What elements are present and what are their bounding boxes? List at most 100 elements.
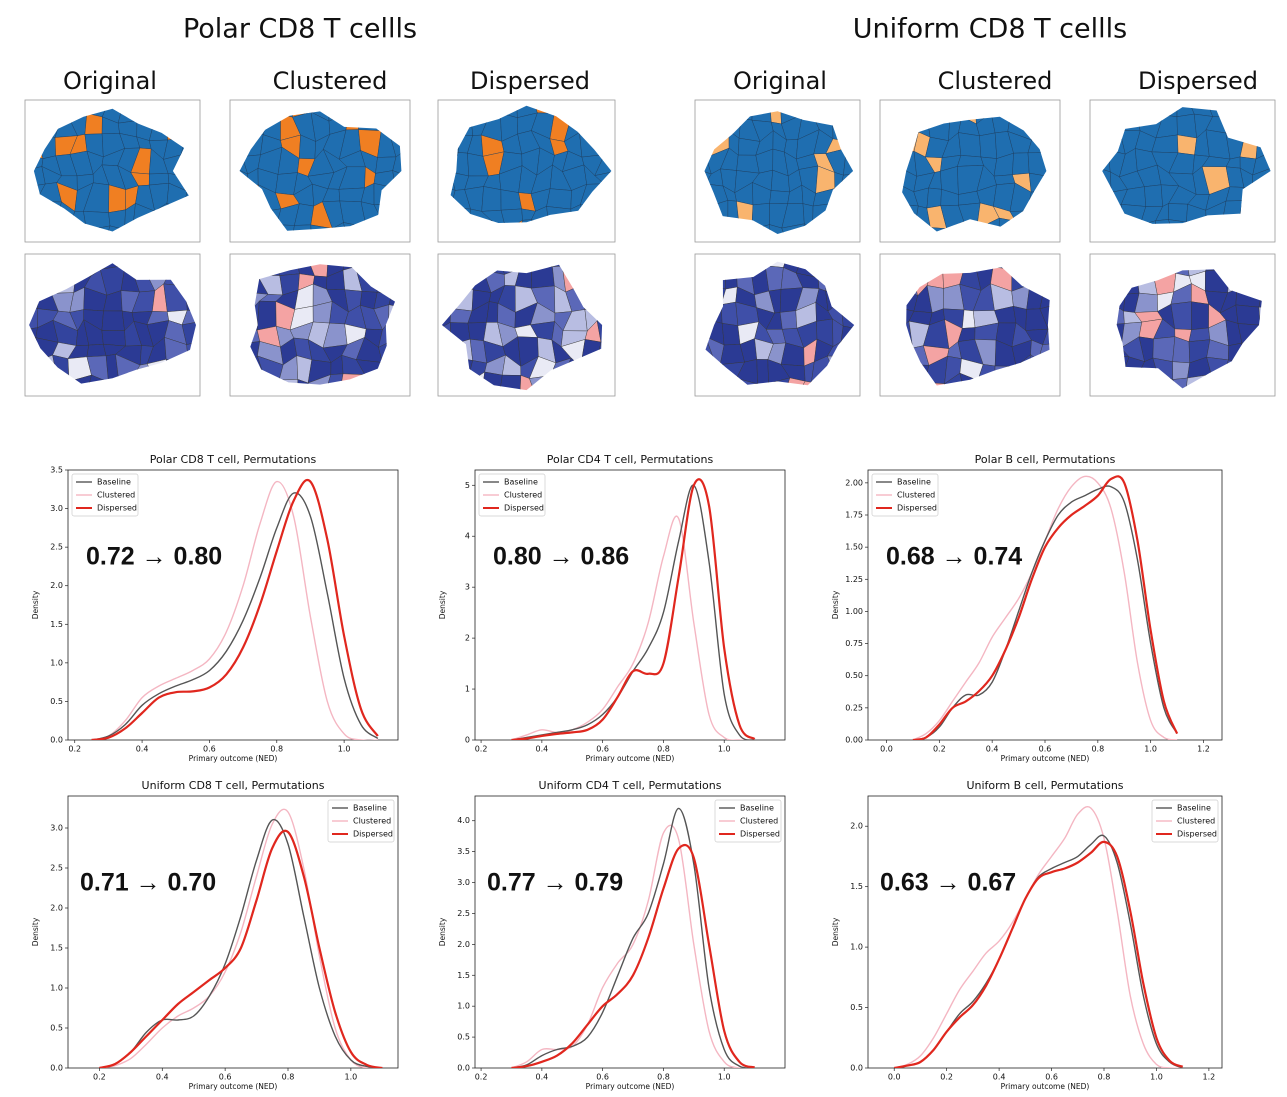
- y-tick-label: 1.5: [457, 971, 470, 980]
- map-cell: [796, 380, 812, 386]
- legend-label: Baseline: [504, 478, 538, 487]
- y-tick-label: 3.0: [457, 878, 470, 887]
- chart-title: Polar B cell, Permutations: [975, 453, 1116, 466]
- column-title: Clustered: [938, 67, 1053, 95]
- chart-title: Polar CD4 T cell, Permutations: [547, 453, 714, 466]
- y-tick-label: 3.5: [457, 847, 470, 856]
- y-tick-label: 3: [465, 583, 470, 592]
- y-tick-label: 2.5: [50, 543, 63, 552]
- map-cell: [1168, 219, 1187, 224]
- y-axis-label: Density: [438, 590, 447, 619]
- y-axis-label: Density: [831, 917, 840, 946]
- y-tick-label: 2.0: [50, 581, 63, 590]
- x-tick-label: 0.2: [68, 745, 81, 754]
- x-axis-label: Primary outcome (NED): [586, 1082, 675, 1091]
- legend-label: Baseline: [97, 478, 131, 487]
- y-tick-label: 1.5: [850, 882, 863, 891]
- column-title: Clustered: [273, 67, 388, 95]
- density-line: [99, 808, 383, 1068]
- legend-label: Dispersed: [97, 504, 137, 513]
- density-line: [99, 829, 383, 1068]
- map-cell: [1172, 361, 1190, 380]
- y-tick-label: 1.00: [845, 607, 863, 616]
- y-tick-label: 0.5: [50, 1024, 63, 1033]
- y-tick-label: 2.00: [845, 478, 863, 487]
- y-tick-label: 0.0: [850, 1064, 863, 1073]
- map-cell: [481, 186, 502, 212]
- map-cell: [769, 224, 787, 234]
- x-tick-label: 0.8: [282, 1073, 295, 1082]
- x-tick-label: 0.2: [93, 1073, 106, 1082]
- x-tick-label: 1.0: [1144, 745, 1157, 754]
- y-tick-label: 4.0: [457, 816, 470, 825]
- density-line: [894, 840, 1184, 1068]
- map-cell: [1258, 283, 1262, 308]
- map-cell: [721, 323, 741, 346]
- map-cell: [736, 154, 760, 174]
- map-cell: [1152, 336, 1176, 362]
- map-cell: [720, 301, 739, 326]
- x-tick-label: 0.6: [596, 745, 609, 754]
- x-axis-label: Primary outcome (NED): [586, 754, 675, 763]
- column-title: Original: [63, 67, 157, 95]
- legend-box: [327, 799, 395, 843]
- y-tick-label: 1: [465, 685, 470, 694]
- legend-box: [1151, 799, 1219, 843]
- legend-label: Clustered: [353, 817, 391, 826]
- density-line: [99, 818, 383, 1068]
- density-line: [511, 478, 756, 740]
- x-tick-label: 0.6: [596, 1073, 609, 1082]
- x-tick-label: 0.8: [1091, 745, 1104, 754]
- x-tick-label: 0.6: [219, 1073, 232, 1082]
- density-line: [511, 843, 755, 1068]
- y-tick-label: 0.0: [457, 1064, 470, 1073]
- map-cell: [291, 224, 312, 231]
- x-tick-label: 0.8: [1098, 1073, 1111, 1082]
- y-tick-label: 0.0: [50, 1064, 63, 1073]
- map-cell: [756, 359, 769, 385]
- map-cell: [596, 320, 603, 343]
- legend-label: Dispersed: [897, 504, 937, 513]
- map-cell: [1042, 327, 1050, 345]
- y-tick-label: 3.0: [50, 504, 63, 513]
- chart-title: Uniform CD8 T cell, Permutations: [142, 779, 325, 792]
- map-cell: [86, 343, 107, 358]
- density-line: [912, 475, 1179, 740]
- x-tick-label: 0.0: [880, 745, 893, 754]
- map-cell: [1177, 134, 1197, 156]
- x-tick-label: 1.0: [718, 1073, 731, 1082]
- x-tick-label: 0.6: [1039, 745, 1052, 754]
- annotation: 0.71 → 0.70: [80, 869, 216, 897]
- annotation: 0.80 → 0.86: [493, 543, 629, 571]
- map-cell: [1144, 184, 1163, 207]
- map-cell: [1139, 220, 1156, 224]
- map-cell: [926, 187, 942, 209]
- chart-title: Uniform B cell, Permutations: [966, 779, 1123, 792]
- map-cell: [1188, 327, 1211, 342]
- y-tick-label: 0.00: [845, 736, 863, 745]
- y-tick-label: 0: [465, 736, 470, 745]
- legend-label: Clustered: [1177, 817, 1215, 826]
- x-tick-label: 1.0: [718, 745, 731, 754]
- legend-label: Clustered: [504, 491, 542, 500]
- x-tick-label: 0.4: [535, 1073, 548, 1082]
- map-cell: [957, 155, 984, 167]
- x-tick-label: 0.0: [888, 1073, 901, 1082]
- map-cell: [481, 209, 507, 223]
- y-tick-label: 1.5: [50, 944, 63, 953]
- y-tick-label: 0.5: [457, 1033, 470, 1042]
- x-tick-label: 0.2: [940, 1073, 953, 1082]
- map-cell: [1168, 203, 1188, 223]
- x-tick-label: 0.6: [1045, 1073, 1058, 1082]
- x-tick-label: 0.4: [136, 745, 149, 754]
- x-tick-label: 0.2: [933, 745, 946, 754]
- y-tick-label: 3.5: [50, 466, 63, 475]
- y-tick-label: 1.50: [845, 543, 863, 552]
- legend-label: Baseline: [897, 478, 931, 487]
- map-cell: [338, 187, 365, 203]
- y-tick-label: 1.0: [50, 658, 63, 667]
- map-cell: [519, 375, 537, 391]
- density-line: [894, 805, 1183, 1068]
- y-tick-label: 2.0: [50, 904, 63, 913]
- y-tick-label: 1.75: [845, 511, 863, 520]
